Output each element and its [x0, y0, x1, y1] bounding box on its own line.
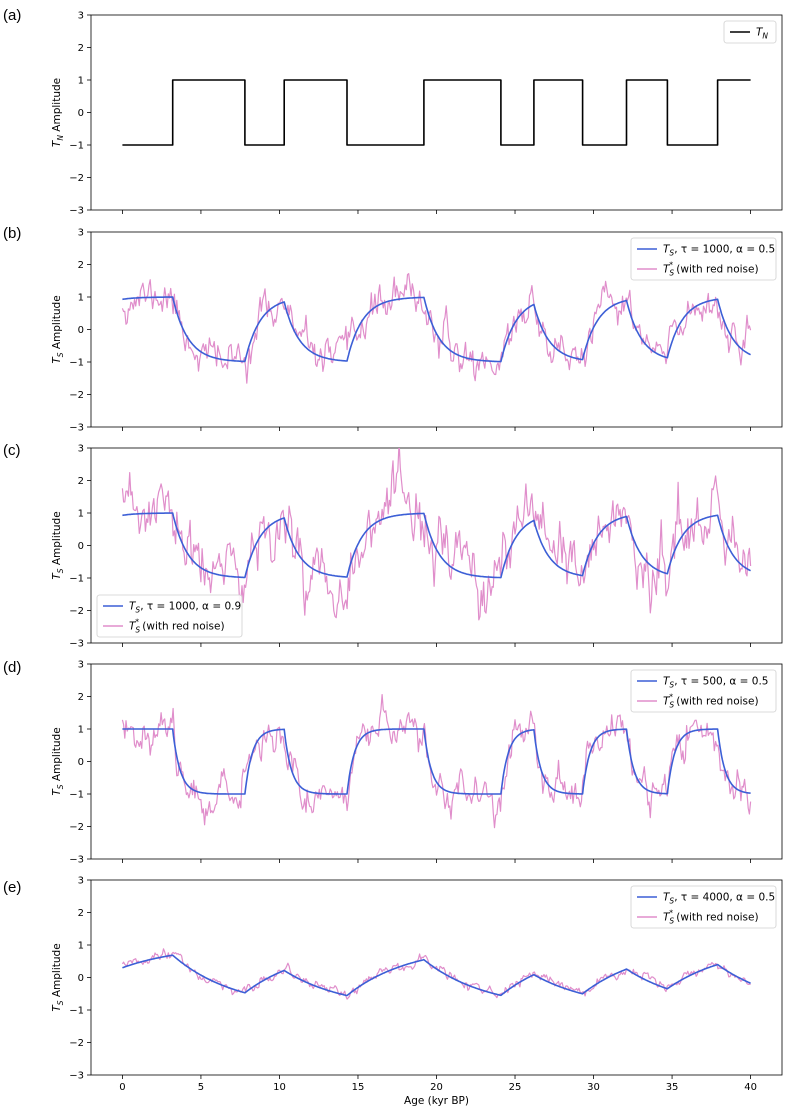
- y-tick-label: −3: [69, 1071, 84, 1082]
- series-line-noisy: [121, 694, 752, 829]
- legend-entry: TS* (with red noise): [663, 693, 759, 710]
- y-tick-label: −2: [69, 390, 84, 401]
- x-tick-label: 20: [430, 1082, 443, 1093]
- y-tick-label: −1: [69, 790, 84, 801]
- panel-label: (d): [3, 659, 21, 676]
- chart-panel-a: (a) −3 −2 −1 0 1 2 3 TN Amplitude TN: [3, 7, 783, 217]
- legend-entry: TS* (with red noise): [663, 261, 759, 278]
- legend-box: [630, 885, 777, 929]
- y-tick-label: 2: [78, 908, 84, 919]
- panel-label: (c): [3, 442, 21, 459]
- y-tick-label: 1: [78, 76, 84, 87]
- panel-label: (e): [3, 879, 21, 896]
- legend-entry: TS, τ = 4000, α = 0.5: [663, 892, 775, 906]
- y-axis-label: TS Amplitude: [51, 943, 65, 1011]
- x-tick-label: 25: [509, 1082, 522, 1093]
- y-tick-label: 0: [78, 757, 84, 768]
- y-tick-label: −2: [69, 606, 84, 617]
- legend-entry: TS* (with red noise): [129, 618, 225, 635]
- y-tick-label: 1: [78, 509, 84, 520]
- y-tick-label: 2: [78, 692, 84, 703]
- legend: TN: [723, 20, 777, 44]
- legend-box: [630, 669, 777, 713]
- x-axis-label: Age (kyr BP): [404, 1095, 469, 1107]
- series-line-noisy: [121, 273, 752, 384]
- chart-panel-b: (b) −3 −2 −1 0 1 2 3 TS Amplitude TS, τ = 1000, α…: [3, 225, 783, 434]
- plot-frame: [90, 14, 783, 211]
- series-line-tn: [122, 79, 751, 146]
- y-tick-label: −3: [69, 855, 84, 866]
- legend-entry: TS* (with red noise): [663, 909, 759, 926]
- x-tick-label: 15: [352, 1082, 365, 1093]
- y-axis-label: TN Amplitude: [51, 78, 65, 147]
- y-tick-label: −1: [69, 358, 84, 369]
- y-tick-label: 3: [78, 228, 84, 239]
- y-tick-label: 0: [78, 973, 84, 984]
- y-tick-label: 2: [78, 43, 84, 54]
- y-tick-label: 0: [78, 108, 84, 119]
- y-tick-label: −3: [69, 639, 84, 650]
- y-tick-label: −2: [69, 1038, 84, 1049]
- y-tick-label: −1: [69, 1006, 84, 1017]
- y-tick-label: −1: [69, 574, 84, 585]
- y-tick-label: −2: [69, 822, 84, 833]
- y-tick-label: −2: [69, 173, 84, 184]
- legend-box: [96, 594, 243, 638]
- legend-entry: TN: [756, 27, 768, 41]
- legend: TS, τ = 1000, α = 0.5 TS* (with red noise…: [630, 237, 777, 281]
- series-line-ts: [122, 296, 751, 363]
- y-tick-label: −1: [69, 141, 84, 152]
- legend: TS, τ = 500, α = 0.5 TS* (with red noise): [630, 669, 777, 713]
- series-line-ts: [122, 954, 751, 997]
- legend-entry: TS, τ = 500, α = 0.5: [663, 676, 768, 690]
- panel-label: (a): [3, 7, 21, 24]
- legend: TS, τ = 4000, α = 0.5 TS* (with red noise…: [630, 885, 777, 929]
- legend-box: [630, 237, 777, 281]
- legend: TS, τ = 1000, α = 0.9 TS* (with red noise…: [96, 594, 243, 638]
- y-tick-label: 1: [78, 293, 84, 304]
- x-tick-label: 30: [587, 1082, 600, 1093]
- series-line-ts: [122, 512, 751, 579]
- y-tick-label: −3: [69, 206, 84, 217]
- y-tick-label: 3: [78, 444, 84, 455]
- x-tick-label: 5: [198, 1082, 204, 1093]
- series-line-noisy: [121, 448, 752, 621]
- legend-entry: TS, τ = 1000, α = 0.5: [663, 244, 775, 258]
- series-line-ts: [122, 728, 751, 795]
- x-tick-label: 40: [744, 1082, 757, 1093]
- y-axis-label: TS Amplitude: [51, 295, 65, 363]
- y-tick-label: 3: [78, 876, 84, 887]
- chart-panel-c: (c) −3 −2 −1 0 1 2 3 TS Amplitude TS, τ = 1000, α…: [3, 442, 783, 650]
- panel-label: (b): [3, 225, 21, 242]
- y-tick-label: −3: [69, 423, 84, 434]
- y-tick-label: 1: [78, 941, 84, 952]
- y-tick-label: 1: [78, 725, 84, 736]
- x-tick-label: 35: [666, 1082, 679, 1093]
- chart-panel-d: (d) −3 −2 −1 0 1 2 3 TS Amplitude TS, τ = 500, α …: [3, 659, 783, 866]
- y-tick-label: 3: [78, 660, 84, 671]
- y-axis-label: TS Amplitude: [51, 727, 65, 795]
- x-tick-label: 0: [119, 1082, 125, 1093]
- y-tick-label: 0: [78, 325, 84, 336]
- legend-entry: TS, τ = 1000, α = 0.9: [129, 601, 241, 615]
- y-tick-label: 0: [78, 541, 84, 552]
- series-line-noisy: [121, 948, 751, 1000]
- y-tick-label: 3: [78, 11, 84, 22]
- x-tick-label: 10: [273, 1082, 286, 1093]
- y-tick-label: 2: [78, 260, 84, 271]
- y-axis-label: TS Amplitude: [51, 511, 65, 579]
- y-tick-label: 2: [78, 476, 84, 487]
